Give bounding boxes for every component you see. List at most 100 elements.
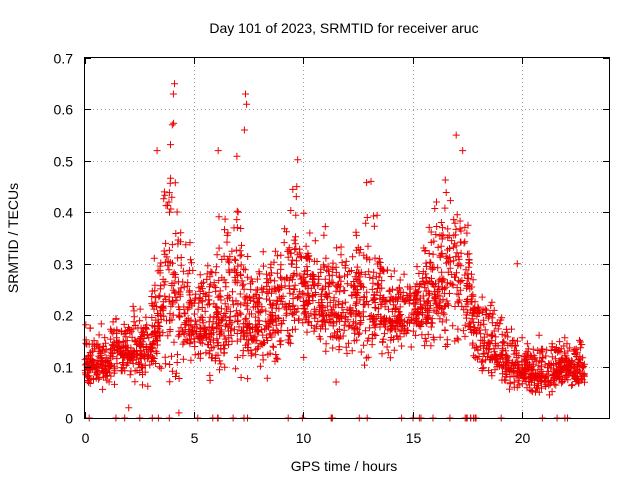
data-point bbox=[127, 367, 135, 375]
data-point bbox=[453, 211, 461, 219]
data-point bbox=[380, 321, 388, 329]
data-point bbox=[320, 317, 328, 325]
data-point bbox=[221, 215, 229, 223]
data-point bbox=[498, 344, 506, 352]
data-point bbox=[157, 304, 165, 312]
data-point bbox=[386, 354, 394, 362]
data-point bbox=[184, 279, 192, 287]
data-point bbox=[101, 334, 109, 342]
data-point bbox=[563, 340, 571, 348]
data-point bbox=[321, 290, 329, 298]
data-point bbox=[360, 251, 368, 259]
data-point bbox=[429, 250, 437, 258]
data-point bbox=[263, 270, 270, 278]
data-point bbox=[187, 335, 195, 343]
data-point bbox=[174, 351, 181, 359]
data-point bbox=[194, 305, 202, 313]
data-point bbox=[567, 363, 575, 371]
data-point bbox=[181, 319, 189, 327]
data-point bbox=[352, 319, 360, 327]
data-point bbox=[413, 310, 421, 318]
data-point bbox=[470, 352, 478, 360]
data-point bbox=[463, 284, 471, 292]
data-point bbox=[234, 262, 242, 270]
data-point bbox=[264, 322, 272, 330]
data-point bbox=[252, 286, 260, 294]
data-point bbox=[107, 325, 115, 333]
data-point bbox=[114, 339, 122, 347]
data-point bbox=[339, 332, 347, 340]
data-point bbox=[366, 324, 374, 332]
data-point bbox=[446, 197, 454, 205]
data-point bbox=[170, 269, 178, 277]
data-point bbox=[370, 330, 378, 338]
data-point bbox=[284, 247, 292, 255]
data-point bbox=[478, 293, 486, 301]
data-point bbox=[442, 189, 450, 196]
data-point bbox=[210, 329, 218, 337]
data-point bbox=[286, 305, 294, 313]
data-point bbox=[209, 324, 217, 332]
data-point bbox=[367, 177, 375, 185]
data-point bbox=[453, 249, 461, 257]
data-point bbox=[239, 352, 247, 360]
data-point bbox=[300, 304, 308, 312]
x-tick-label: 0 bbox=[82, 430, 90, 446]
data-point bbox=[165, 246, 173, 254]
data-point bbox=[111, 380, 118, 388]
data-point bbox=[286, 332, 294, 340]
data-point bbox=[263, 295, 270, 303]
data-point bbox=[254, 307, 262, 315]
data-point bbox=[433, 223, 441, 230]
data-point bbox=[168, 352, 175, 360]
data-point bbox=[434, 282, 442, 290]
data-point bbox=[427, 228, 435, 236]
data-point bbox=[480, 344, 487, 352]
data-point bbox=[241, 315, 249, 323]
data-point bbox=[141, 368, 149, 376]
data-point bbox=[444, 301, 452, 309]
data-point bbox=[387, 273, 395, 280]
data-point bbox=[365, 334, 373, 342]
data-point bbox=[307, 321, 315, 329]
data-point bbox=[214, 147, 222, 155]
data-point bbox=[334, 328, 341, 336]
data-point bbox=[153, 147, 161, 155]
data-point bbox=[376, 269, 384, 277]
data-point bbox=[177, 261, 185, 269]
data-point bbox=[173, 208, 181, 216]
data-point bbox=[333, 318, 341, 326]
data-point bbox=[565, 358, 573, 366]
data-point bbox=[463, 229, 471, 237]
data-point bbox=[525, 381, 533, 389]
data-point bbox=[352, 310, 360, 318]
data-point bbox=[206, 347, 214, 355]
data-point bbox=[552, 360, 560, 368]
data-point bbox=[82, 336, 90, 344]
data-point bbox=[97, 360, 104, 368]
data-point bbox=[246, 324, 254, 332]
data-point bbox=[249, 325, 256, 333]
data-point bbox=[329, 344, 337, 352]
data-point bbox=[464, 295, 471, 303]
data-point bbox=[371, 254, 379, 262]
data-point bbox=[505, 367, 513, 375]
data-point bbox=[142, 313, 150, 321]
data-point bbox=[508, 359, 516, 367]
data-point bbox=[159, 298, 167, 306]
data-point bbox=[463, 314, 470, 322]
data-point bbox=[444, 234, 452, 242]
data-point bbox=[233, 330, 241, 337]
data-point bbox=[100, 369, 108, 377]
data-point bbox=[377, 313, 385, 321]
data-point bbox=[229, 288, 236, 296]
data-point bbox=[372, 273, 380, 281]
data-point bbox=[150, 327, 158, 335]
data-point bbox=[300, 353, 308, 361]
data-point bbox=[139, 328, 147, 336]
data-point bbox=[273, 269, 281, 277]
data-point bbox=[88, 357, 96, 364]
data-point bbox=[369, 274, 377, 282]
data-point bbox=[166, 326, 174, 333]
